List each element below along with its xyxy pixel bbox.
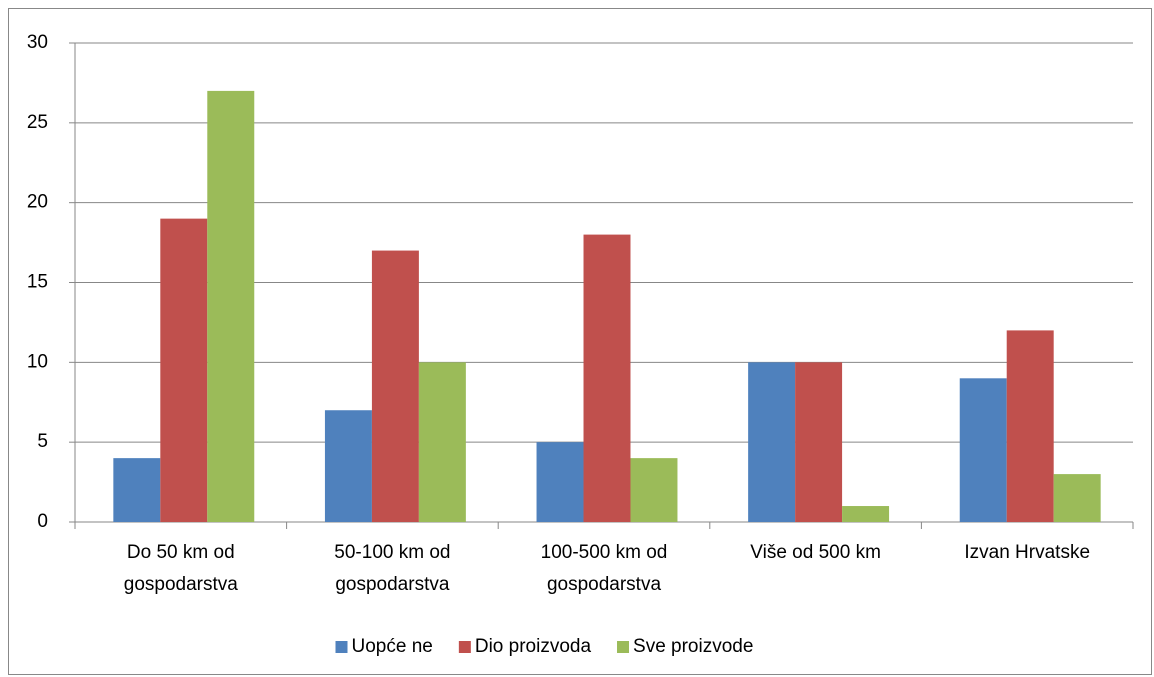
legend-swatch — [335, 641, 348, 653]
legend-swatch — [458, 641, 471, 653]
x-tick-label: Više od 500 km — [750, 542, 881, 563]
x-tick-label: 100-500 km od gospodarstva — [540, 542, 668, 595]
legend-label: Dio proizvoda — [475, 636, 592, 657]
bar — [536, 442, 584, 522]
x-tick-label: Izvan Hrvatske — [964, 542, 1091, 563]
bar — [1053, 474, 1101, 522]
bar — [207, 90, 255, 523]
y-tick-label: 20 — [27, 192, 48, 213]
x-tick-label: 50-100 km od gospodarstva — [334, 542, 451, 595]
bar — [371, 250, 419, 523]
y-tick-label: 30 — [27, 32, 48, 53]
x-tick-label: Do 50 km od gospodarstva — [123, 542, 238, 595]
y-tick-label: 15 — [27, 272, 48, 293]
y-tick-label: 10 — [27, 351, 48, 372]
legend-swatch — [617, 641, 630, 653]
bar — [630, 458, 678, 522]
bar — [959, 378, 1007, 522]
y-tick-label: 25 — [27, 112, 48, 133]
y-tick-label: 0 — [37, 511, 48, 532]
bar — [1006, 330, 1054, 522]
bar — [842, 506, 890, 522]
bar — [418, 362, 466, 522]
bar — [324, 410, 372, 522]
bar — [113, 458, 161, 522]
bar — [160, 218, 208, 522]
y-tick-label: 5 — [37, 431, 48, 452]
bar — [795, 362, 843, 522]
legend-label: Sve proizvode — [633, 636, 753, 657]
bar — [583, 234, 631, 522]
bar — [748, 362, 796, 522]
legend-label: Uopće ne — [352, 636, 433, 657]
